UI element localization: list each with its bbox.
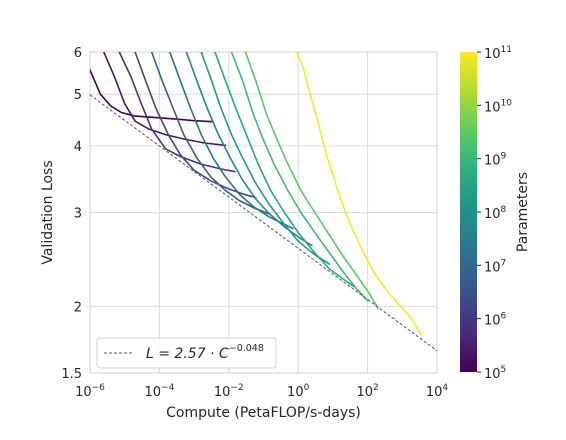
series-line (230, 52, 369, 302)
colorbar-tick-base: 10 (484, 154, 501, 169)
colorbar-tick-base: 10 (484, 207, 501, 222)
series-line (295, 52, 422, 336)
colorbar-label: Parameters (515, 172, 531, 252)
series-line (169, 52, 294, 230)
x-tick-label: 100 (287, 383, 310, 400)
colorbar-tick-label: 108 (484, 205, 507, 222)
x-tick-label: 10−6 (75, 383, 105, 400)
x-tick-base: 10 (287, 385, 304, 400)
colorbar-tick-base: 10 (484, 260, 501, 275)
colorbar-tick-exponent: 5 (501, 365, 507, 375)
colorbar-tick-exponent: 7 (501, 258, 507, 268)
y-tick-label: 5 (74, 88, 82, 103)
series-line (90, 68, 214, 123)
series-layer (90, 52, 422, 336)
colorbar-tick-exponent: 6 (501, 312, 507, 322)
series-line (214, 52, 355, 288)
y-tick-label: 6 (74, 46, 82, 61)
colorbar-tick-label: 1010 (484, 98, 512, 115)
colorbar-tick-label: 107 (484, 258, 506, 275)
x-tick-exponent: 4 (442, 383, 448, 393)
colorbar-tick-exponent: 10 (501, 98, 513, 108)
series-line (200, 52, 331, 265)
series-line (150, 52, 271, 215)
series-line (118, 52, 236, 173)
y-tick-label: 1.5 (61, 367, 82, 382)
x-tick-base: 10 (356, 385, 373, 400)
y-axis-ticks: 1.5 2 3 4 5 6 (61, 46, 82, 382)
x-tick-exponent: −4 (161, 383, 175, 393)
legend: L = 2.57 · C−0.048 (96, 337, 277, 369)
x-axis-ticks: 10−6 10−4 10−2 100 102 104 (75, 383, 448, 400)
x-tick-base: 10 (144, 385, 161, 400)
colorbar-tick-label: 1011 (484, 45, 512, 62)
legend-entry: L = 2.57 · C−0.048 (146, 343, 264, 362)
plot-frame (89, 51, 438, 374)
y-tick-label: 3 (74, 207, 82, 222)
colorbar-tick-base: 10 (484, 47, 501, 62)
colorbar-tick-exponent: 11 (501, 45, 512, 55)
colorbar-gradient (460, 52, 477, 372)
x-tick-exponent: 2 (373, 383, 379, 393)
y-tick-label: 2 (74, 300, 82, 315)
colorbar-tick-label: 106 (484, 312, 507, 329)
colorbar-tick-exponent: 8 (501, 205, 507, 215)
series-line (185, 52, 313, 247)
legend-label-exp: −0.048 (229, 343, 264, 354)
x-tick-label: 102 (356, 383, 378, 400)
colorbar-tick-exponent: 9 (501, 152, 507, 162)
colorbar-tick-base: 10 (484, 367, 501, 382)
y-tick-label: 4 (74, 140, 82, 155)
x-tick-exponent: −6 (92, 383, 106, 393)
x-tick-label: 10−2 (214, 383, 244, 400)
colorbar-tick-label: 105 (484, 365, 506, 382)
colorbar-tick-base: 10 (484, 314, 501, 329)
x-tick-label: 10−4 (144, 383, 174, 400)
colorbar-tick-label: 109 (484, 152, 507, 169)
colorbar-tick-base: 10 (484, 100, 501, 115)
y-axis-label: Validation Loss (40, 160, 56, 264)
series-line (134, 52, 257, 199)
x-tick-base: 10 (75, 385, 92, 400)
x-tick-base: 10 (214, 385, 231, 400)
fit-line (90, 94, 437, 352)
legend-box (96, 337, 277, 369)
x-tick-label: 104 (426, 383, 449, 400)
fit-layer (90, 94, 437, 352)
x-tick-exponent: 0 (304, 383, 310, 393)
series-line (103, 52, 227, 147)
legend-label-main: L = 2.57 · C (146, 346, 229, 362)
x-axis-label: Compute (PetaFLOP/s-days) (166, 405, 361, 421)
x-tick-base: 10 (426, 385, 443, 400)
series-line (244, 52, 379, 310)
x-tick-exponent: −2 (230, 383, 243, 393)
